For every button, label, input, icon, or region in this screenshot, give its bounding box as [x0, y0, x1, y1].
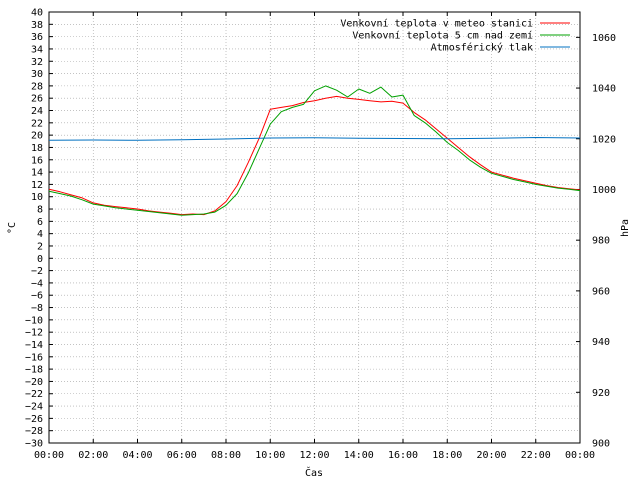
y-tick-label: −14 — [25, 340, 43, 351]
x-tick-label: 06:00 — [167, 450, 197, 461]
y-tick-label: 34 — [31, 44, 43, 55]
x-axis-label: Čas — [305, 466, 323, 479]
y2-tick-label: 920 — [592, 388, 610, 399]
x-tick-label: 02:00 — [78, 450, 108, 461]
y-tick-label: 4 — [37, 229, 43, 240]
y-tick-label: 28 — [31, 81, 43, 92]
y-tick-label: −24 — [25, 402, 43, 413]
y2-tick-label: 1060 — [592, 33, 616, 44]
left-axis-ticks: −30−28−26−24−22−20−18−16−14−12−10−8−6−4−… — [25, 8, 53, 450]
x-tick-label: 12:00 — [299, 450, 329, 461]
y-tick-label: 6 — [37, 217, 43, 228]
y-tick-label: 8 — [37, 205, 43, 216]
y-tick-label: −28 — [25, 426, 43, 437]
y-tick-label: −20 — [25, 377, 43, 388]
y-tick-label: 16 — [31, 155, 43, 166]
y-tick-label: 38 — [31, 20, 43, 31]
y2-tick-label: 1000 — [592, 185, 616, 196]
right-axis-ticks: 900 920 940 960 980 1000 1020 1040 1060 — [576, 33, 616, 450]
y-tick-label: −18 — [25, 365, 43, 376]
y2-tick-label: 1020 — [592, 134, 616, 145]
x-tick-label: 14:00 — [344, 450, 374, 461]
y-tick-label: −16 — [25, 352, 43, 363]
y-tick-label: 12 — [31, 180, 43, 191]
x-tick-label: 18:00 — [432, 450, 462, 461]
legend: Venkovní teplota v meteo staniciVenkovní… — [340, 18, 570, 54]
x-axis-ticks: 00:00 02:00 04:00 06:00 08:00 10:00 12:00 14:00… — [34, 12, 595, 461]
y-tick-label: 20 — [31, 131, 43, 142]
y-tick-label: 2 — [37, 241, 43, 252]
y-tick-label: 32 — [31, 57, 43, 68]
y-axis-label: °C — [7, 222, 18, 234]
y2-tick-label: 900 — [592, 439, 610, 450]
y-tick-label: −6 — [31, 291, 43, 302]
x-tick-label: 22:00 — [521, 450, 551, 461]
y2-tick-label: 1040 — [592, 84, 616, 95]
series-line-1 — [48, 85, 581, 216]
x-tick-label: 16:00 — [388, 450, 418, 461]
y-tick-label: 30 — [31, 69, 43, 80]
y-tick-label: 36 — [31, 32, 43, 43]
y-tick-label: −30 — [25, 439, 43, 450]
series-group — [48, 85, 581, 216]
legend-entry-2: Atmosférický tlak — [431, 42, 533, 54]
y-tick-label: −22 — [25, 389, 43, 400]
series-line-0 — [48, 95, 581, 216]
y-tick-label: 18 — [31, 143, 43, 154]
y-tick-label: 22 — [31, 118, 43, 129]
y-tick-label: 10 — [31, 192, 43, 203]
y-tick-label: 24 — [31, 106, 43, 117]
y2-tick-label: 980 — [592, 236, 610, 247]
y-tick-label: 40 — [31, 8, 43, 19]
y2-tick-label: 960 — [592, 286, 610, 297]
y-tick-label: 26 — [31, 94, 43, 105]
x-tick-label: 20:00 — [476, 450, 506, 461]
grid — [49, 12, 580, 443]
x-tick-label: 00:00 — [34, 450, 64, 461]
series-line-2 — [48, 137, 581, 141]
y-tick-label: −26 — [25, 414, 43, 425]
y-tick-label: −4 — [31, 278, 43, 289]
y-tick-label: 0 — [37, 254, 43, 265]
x-tick-label: 00:00 — [565, 450, 595, 461]
x-tick-label: 10:00 — [255, 450, 285, 461]
x-tick-label: 04:00 — [122, 450, 152, 461]
y-tick-label: −2 — [31, 266, 43, 277]
legend-entry-1: Venkovní teplota 5 cm nad zemí — [352, 30, 533, 42]
y-tick-label: −12 — [25, 328, 43, 339]
y2-tick-label: 940 — [592, 337, 610, 348]
y2-axis-label: hPa — [620, 219, 631, 237]
x-tick-label: 08:00 — [211, 450, 241, 461]
y-tick-label: −8 — [31, 303, 43, 314]
y-tick-label: −10 — [25, 315, 43, 326]
legend-entry-0: Venkovní teplota v meteo stanici — [340, 18, 533, 30]
y-tick-label: 14 — [31, 168, 43, 179]
